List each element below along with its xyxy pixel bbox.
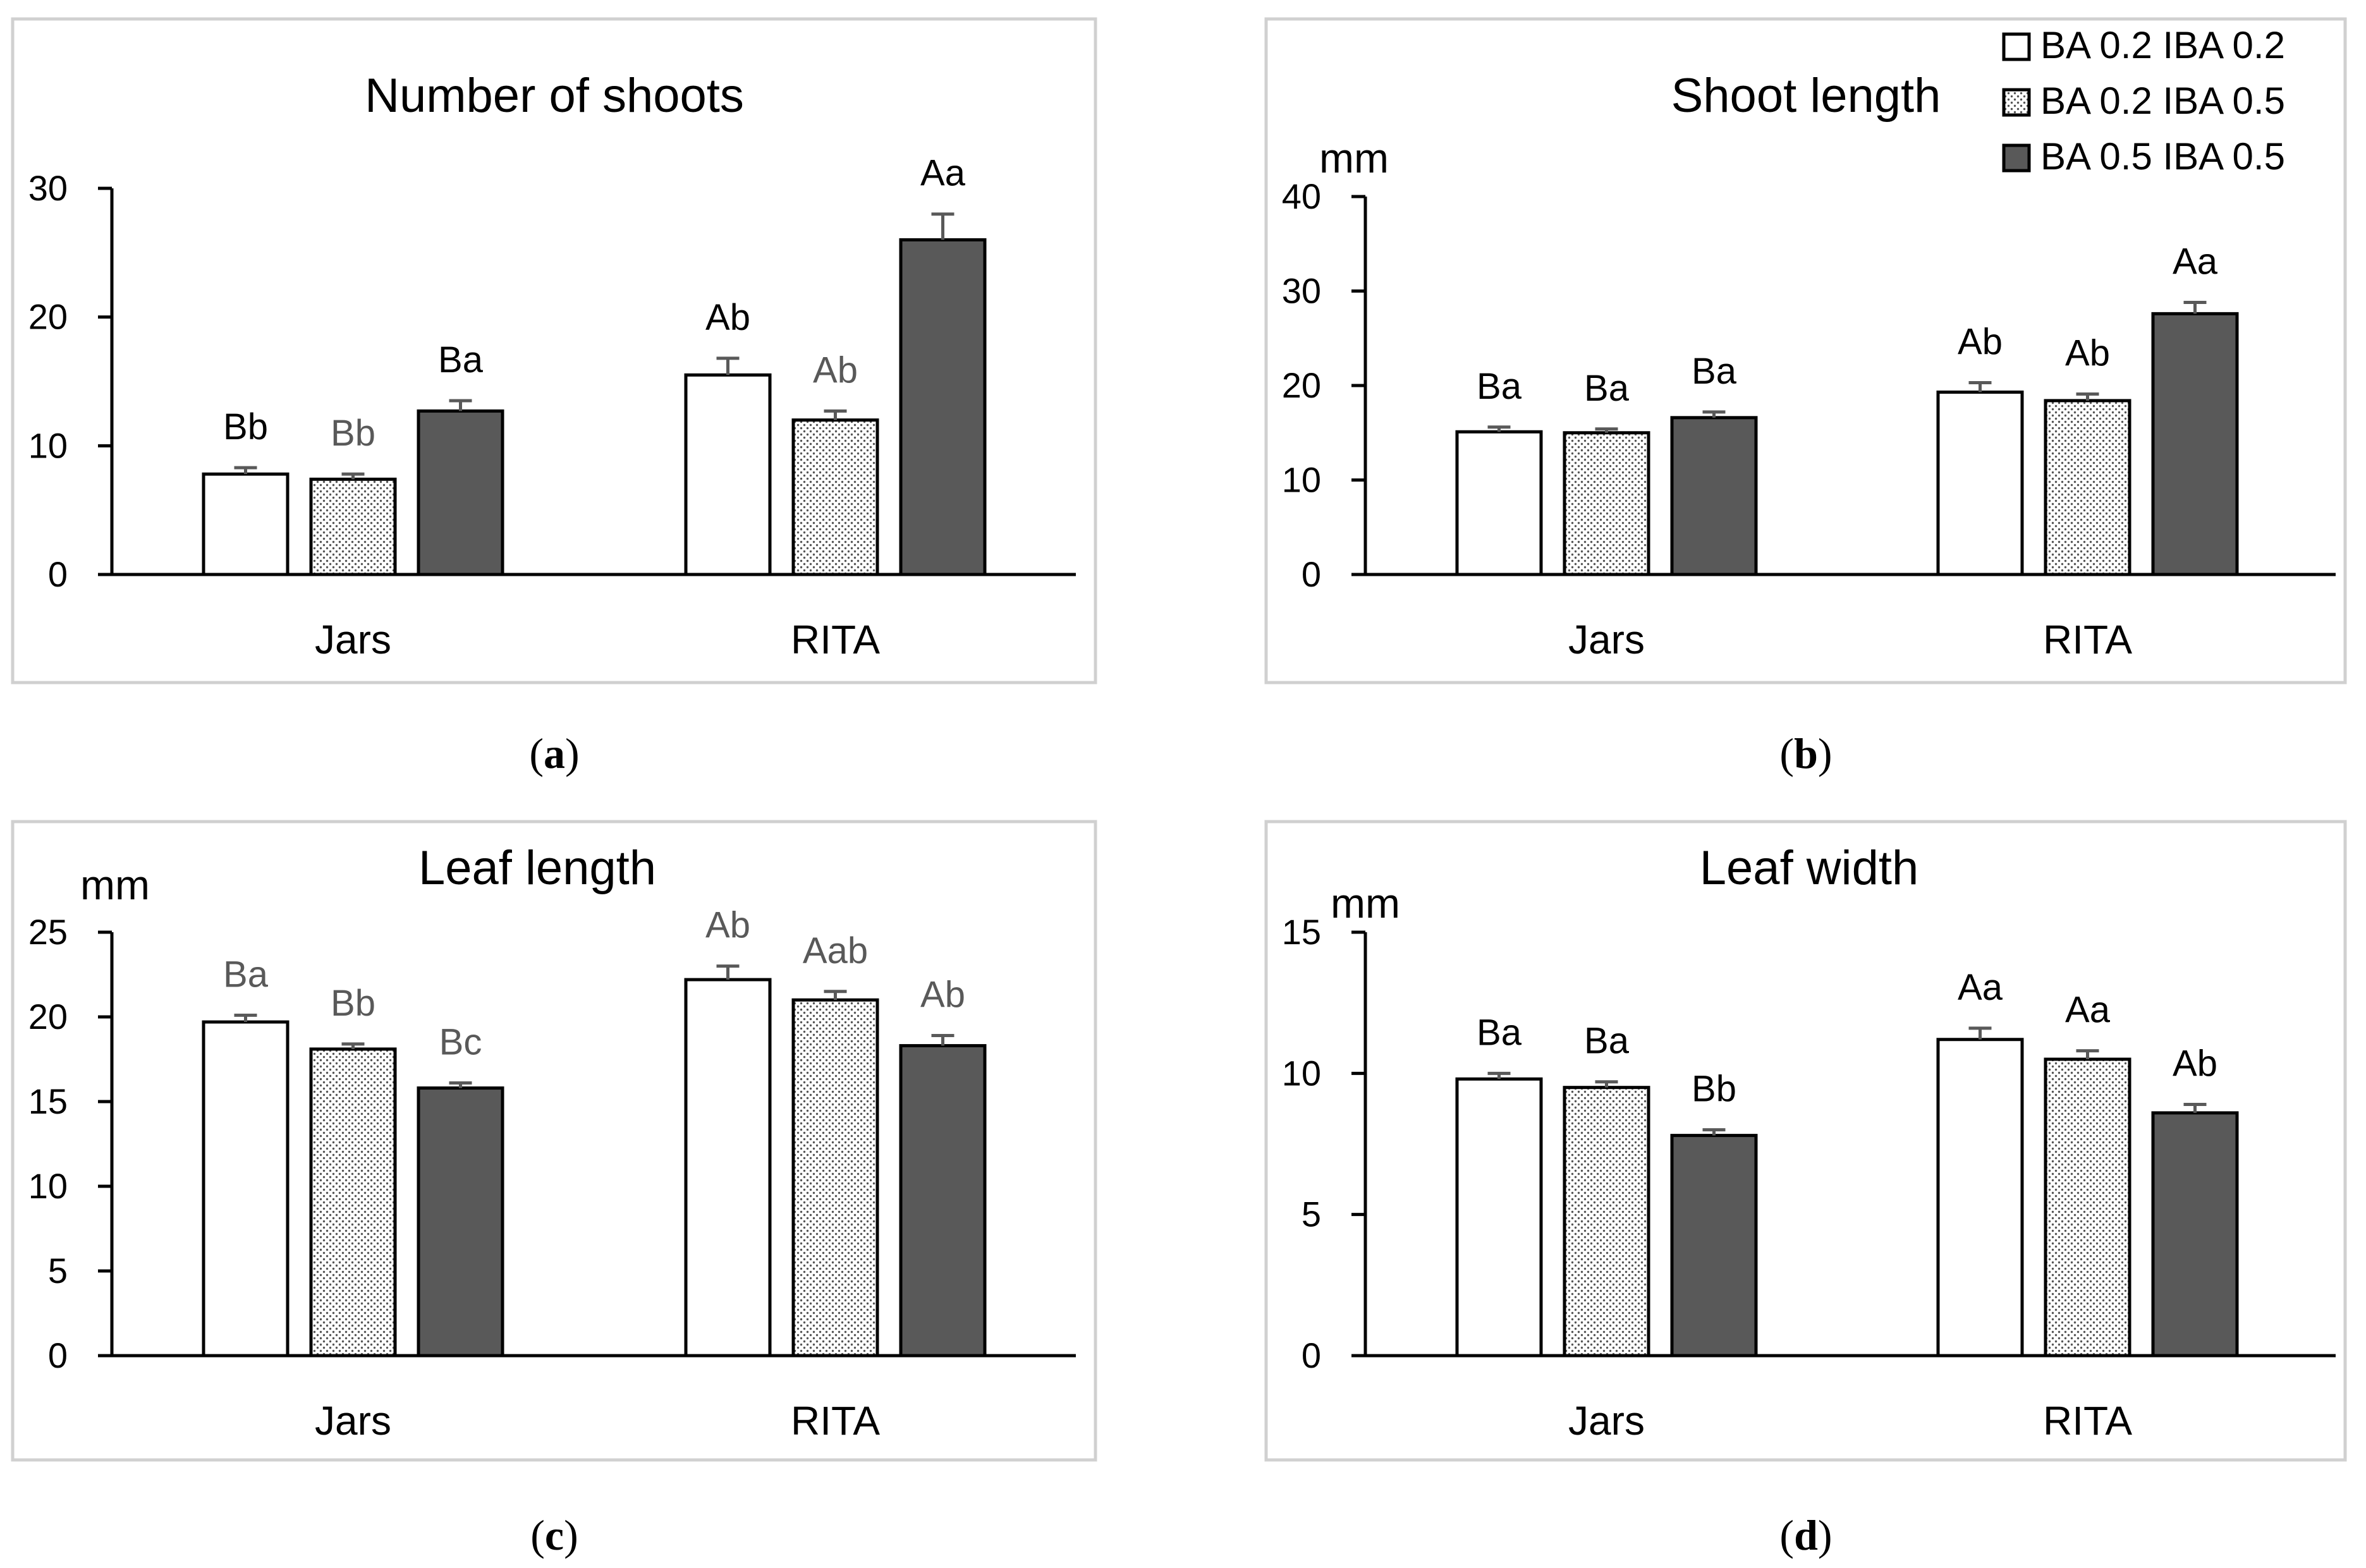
y-tick-label: 10	[28, 1166, 68, 1206]
legend-swatch-3	[2002, 143, 2031, 173]
legend-label: BA 0.2 IBA 0.5	[2040, 80, 2285, 122]
y-axis-unit: mm	[80, 861, 150, 908]
chart-title: Number of shoots	[365, 69, 744, 123]
panels: Number of shoots 0 10 20 30 Bb Bb Ba Jars Ab Ab Aa R…	[11, 17, 2347, 1559]
y-tick-label: 0	[48, 554, 68, 594]
bar-jars-series-3	[1670, 1134, 1758, 1358]
y-tick-label: 10	[1282, 1053, 1321, 1093]
x-category-label: Jars	[1568, 617, 1645, 662]
y-tick-label: 15	[1282, 912, 1321, 952]
bar-rita-series-3	[899, 1044, 987, 1358]
significance-label: Bb	[331, 413, 375, 454]
significance-label: Aab	[803, 930, 868, 971]
x-category-label: RITA	[2043, 617, 2132, 662]
bar-jars-series-1	[202, 472, 290, 576]
x-category-label: Jars	[1568, 1398, 1645, 1443]
significance-label: Ba	[1477, 1012, 1522, 1053]
bar-jars-series-2	[309, 477, 397, 576]
significance-label: Aa	[2173, 241, 2218, 282]
bar-rita-series-3	[2151, 1111, 2239, 1358]
y-tick-label: 30	[1282, 271, 1321, 311]
x-category-label: RITA	[791, 617, 880, 662]
significance-label: Ba	[1692, 351, 1737, 392]
bar-jars-series-3	[1670, 416, 1758, 576]
significance-label: Ab	[920, 974, 965, 1015]
significance-label: Ba	[438, 339, 484, 380]
bar-jars-series-3	[417, 409, 504, 576]
bar-rita-series-2	[2044, 399, 2131, 576]
x-category-label: RITA	[791, 1398, 880, 1443]
legend-swatch-1	[2002, 32, 2031, 61]
bar-jars-series-2	[309, 1047, 397, 1358]
y-tick-label: 20	[28, 297, 68, 337]
bar-rita-series-1	[1936, 1038, 2024, 1358]
bar-rita-series-3	[899, 238, 987, 576]
legend: BA 0.2 IBA 0.2 BA 0.2 IBA 0.5 BA 0.5 IBA 0…	[2002, 24, 2285, 178]
chart-panel-a: Number of shoots 0 10 20 30 Bb Bb Ba Jars Ab Ab Aa R…	[11, 17, 1097, 777]
y-tick-label: 10	[28, 425, 68, 465]
y-tick-label: 25	[28, 912, 68, 952]
significance-label: Ab	[2173, 1043, 2217, 1084]
y-tick-label: 5	[1302, 1194, 1321, 1234]
y-tick-label: 30	[28, 168, 68, 208]
significance-label: Ab	[813, 349, 858, 391]
bar-rita-series-3	[2151, 312, 2239, 576]
x-category-label: Jars	[315, 617, 391, 662]
legend-label: BA 0.2 IBA 0.2	[2040, 24, 2285, 66]
bar-jars-series-2	[1563, 1086, 1650, 1358]
chart-title: Leaf width	[1700, 841, 1918, 895]
x-category-label: Jars	[315, 1398, 391, 1443]
legend-swatch-2	[2002, 88, 2031, 117]
panel-caption: (c)	[530, 1511, 578, 1559]
bar-rita-series-2	[791, 998, 879, 1358]
bar-jars-series-1	[1455, 1077, 1543, 1358]
significance-label: Bb	[331, 983, 375, 1024]
bar-jars-series-1	[1455, 430, 1543, 576]
chart-panel-b: Shoot length mm 0 10 20 30 40 Ba Ba Ba Jars Ab Ab Aa R…	[1264, 17, 2347, 777]
y-tick-label: 20	[28, 997, 68, 1036]
significance-label: Ba	[1584, 1021, 1630, 1062]
significance-label: Aa	[920, 153, 966, 194]
chart-title: Shoot length	[1671, 69, 1941, 123]
legend-label: BA 0.5 IBA 0.5	[2040, 135, 2285, 178]
significance-label: Bb	[1692, 1069, 1736, 1110]
bar-rita-series-1	[1936, 390, 2024, 576]
significance-label: Ab	[705, 905, 750, 946]
significance-label: Aa	[2065, 990, 2111, 1031]
chart-title: Leaf length	[418, 841, 656, 895]
bar-jars-series-2	[1563, 431, 1650, 576]
significance-label: Aa	[1958, 967, 2003, 1008]
panel-caption: (a)	[529, 729, 579, 777]
bar-rita-series-2	[791, 418, 879, 576]
chart-panel-d: Leaf width mm 0 5 10 15 Ba Ba Bb Jars Aa Aa Ab RITA (d…	[1264, 820, 2347, 1559]
significance-label: Bc	[439, 1022, 482, 1063]
y-axis-unit: mm	[1319, 135, 1389, 181]
y-tick-label: 10	[1282, 460, 1321, 500]
bar-jars-series-1	[202, 1020, 290, 1358]
chart-panel-c: Leaf length mm 0 5 10 15 20 25 Ba Bb Bc Jars Ab Aab Ab…	[11, 820, 1097, 1559]
significance-label: Ba	[223, 954, 269, 995]
bar-rita-series-1	[684, 978, 772, 1358]
y-tick-label: 0	[48, 1335, 68, 1375]
x-category-label: RITA	[2043, 1398, 2132, 1443]
y-tick-label: 0	[1302, 1335, 1321, 1375]
bar-rita-series-1	[684, 373, 772, 576]
panel-caption: (b)	[1779, 729, 1832, 777]
significance-label: Bb	[223, 406, 268, 447]
significance-label: Ba	[1584, 368, 1630, 409]
y-tick-label: 5	[48, 1251, 68, 1291]
y-axis-unit: mm	[1331, 880, 1400, 927]
significance-label: Ba	[1477, 366, 1522, 407]
significance-label: Ab	[705, 297, 750, 338]
bar-jars-series-3	[417, 1086, 504, 1358]
y-tick-label: 20	[1282, 365, 1321, 405]
significance-label: Ab	[1958, 322, 2003, 363]
significance-label: Ab	[2065, 332, 2110, 374]
y-tick-label: 15	[28, 1081, 68, 1121]
bar-rita-series-2	[2044, 1057, 2131, 1358]
y-tick-label: 40	[1282, 176, 1321, 216]
y-tick-label: 0	[1302, 554, 1321, 594]
panel-caption: (d)	[1779, 1511, 1832, 1559]
